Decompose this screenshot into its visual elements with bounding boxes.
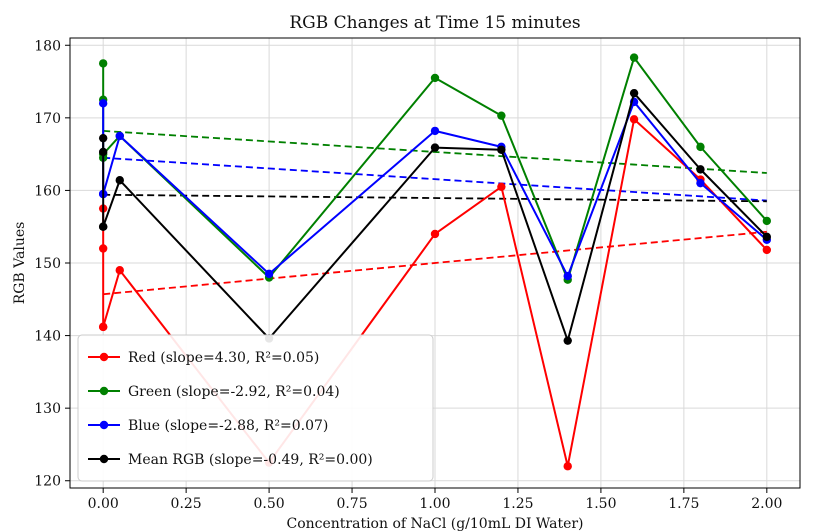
data-point	[629, 53, 639, 62]
x-tick-label: 0.00	[88, 496, 119, 512]
x-tick-label: 0.75	[336, 496, 367, 512]
data-point	[430, 143, 440, 152]
data-point	[98, 222, 108, 231]
data-point	[98, 322, 108, 332]
y-tick-label: 150	[34, 256, 61, 272]
legend-label: Green (slope=-2.92, R²=0.04)	[128, 384, 340, 400]
y-tick-label: 170	[34, 111, 61, 127]
data-point	[98, 99, 108, 108]
trend-line	[103, 230, 767, 296]
data-point	[563, 271, 572, 281]
data-point	[497, 111, 506, 120]
data-point	[497, 145, 506, 154]
data-point	[115, 176, 124, 185]
data-point	[430, 73, 440, 83]
data-point	[629, 88, 639, 98]
legend-marker	[99, 386, 109, 396]
data-point	[98, 133, 108, 143]
trend-line	[103, 156, 767, 202]
legend-label: Red (slope=4.30, R²=0.05)	[128, 350, 319, 366]
legend-marker	[99, 420, 109, 430]
y-tick-label: 160	[34, 183, 61, 199]
data-point	[762, 245, 772, 255]
y-axis-label: RGB Values	[12, 222, 28, 305]
legend-marker	[99, 352, 109, 362]
data-point	[497, 182, 506, 191]
y-tick-label: 130	[34, 401, 61, 417]
series-line	[102, 100, 768, 278]
x-tick-label: 1.50	[585, 496, 616, 512]
x-tick-label: 0.25	[171, 496, 202, 512]
data-point	[762, 232, 772, 242]
y-tick-label: 180	[34, 38, 61, 54]
y-tick-label: 140	[34, 329, 61, 345]
x-tick-label: 2.00	[751, 496, 782, 512]
axis-ticks: 0.00 0.25 0.50 0.75 1.00 1.25 1.50 1.75 2.00 120 1…	[34, 38, 782, 512]
trend-line	[103, 130, 767, 174]
data-point	[696, 142, 705, 152]
legend: Red (slope=4.30, R²=0.05) Green (slope=-2…	[77, 334, 434, 482]
data-point	[430, 126, 440, 136]
data-point	[563, 336, 572, 345]
data-point	[98, 244, 108, 253]
data-point	[430, 229, 440, 239]
data-point	[115, 266, 124, 275]
data-point	[762, 216, 772, 226]
x-tick-label: 0.50	[254, 496, 285, 512]
legend-label: Mean RGB (slope=-0.49, R²=0.00)	[128, 452, 373, 468]
x-tick-label: 1.25	[502, 496, 533, 512]
y-tick-label: 120	[34, 474, 61, 490]
trend-line	[103, 193, 767, 203]
data-point	[98, 59, 108, 68]
data-point	[98, 147, 108, 157]
trend-lines	[103, 130, 767, 296]
legend-label: Blue (slope=-2.88, R²=0.07)	[128, 418, 328, 434]
x-tick-label: 1.00	[419, 496, 450, 512]
chart-title: RGB Changes at Time 15 minutes	[289, 13, 580, 33]
series-lines	[98, 53, 772, 471]
data-point	[115, 131, 124, 141]
legend-marker	[99, 454, 109, 464]
legend-box	[77, 334, 434, 482]
data-point	[264, 269, 274, 279]
x-axis-label: Concentration of NaCl (g/10mL DI Water)	[286, 516, 583, 532]
data-point	[563, 462, 572, 471]
x-tick-label: 1.75	[668, 496, 699, 512]
data-point	[696, 165, 705, 174]
data-point	[629, 115, 639, 124]
data-point	[696, 178, 705, 188]
